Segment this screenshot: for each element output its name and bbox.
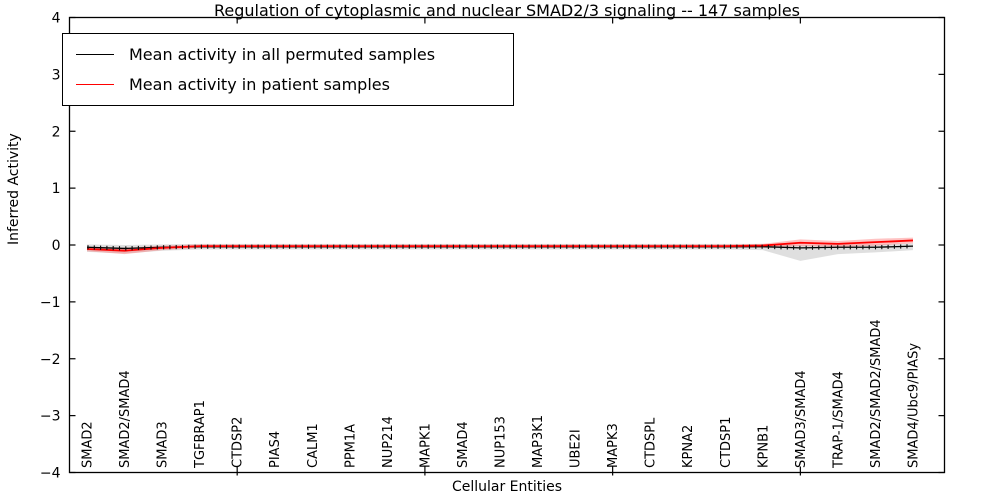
y-tick-label: −1 — [40, 295, 61, 311]
y-tick-label: −3 — [40, 409, 61, 425]
legend-label-permuted: Mean activity in all permuted samples — [129, 44, 436, 64]
x-category-label: MAPK1 — [418, 423, 433, 468]
y-tick-label: 1 — [52, 181, 61, 197]
y-tick-label: 4 — [52, 11, 61, 27]
x-category-label: PIAS4 — [268, 431, 283, 468]
x-category-label: CALM1 — [306, 423, 321, 468]
x-category-label: TRAP-1/SMAD4 — [831, 371, 846, 469]
x-category-label: NUP153 — [494, 416, 509, 468]
legend-item-permuted: Mean activity in all permuted samples — [63, 39, 513, 69]
x-category-label: SMAD3 — [156, 421, 171, 468]
permuted-line-swatch — [76, 53, 114, 55]
x-category-label: CTDSP1 — [719, 417, 734, 468]
y-tick-label: 3 — [52, 67, 61, 83]
plot-frame — [68, 16, 946, 474]
x-category-label: SMAD2/SMAD2/SMAD4 — [869, 319, 884, 468]
y-tick-label: 0 — [52, 238, 61, 254]
x-category-label: MAPK3 — [606, 423, 621, 468]
x-category-label: PPM1A — [343, 424, 358, 468]
legend: Mean activity in all permuted samples Me… — [62, 33, 514, 106]
x-category-label: SMAD4 — [456, 421, 471, 468]
chart-title: Regulation of cytoplasmic and nuclear SM… — [213, 1, 801, 20]
x-category-label: SMAD4/Ubc9/PIASy — [907, 343, 922, 468]
patient-line-swatch — [76, 83, 114, 85]
x-category-label: UBE2I — [569, 429, 584, 468]
y-tick-label: −4 — [40, 466, 61, 482]
x-category-label: NUP214 — [381, 416, 396, 468]
x-category-label: TGFBRAP1 — [193, 400, 208, 469]
legend-item-patient: Mean activity in patient samples — [63, 69, 513, 99]
legend-label-patient: Mean activity in patient samples — [129, 74, 390, 94]
patient-mean-line — [86, 239, 914, 252]
x-category-label: SMAD2 — [81, 421, 96, 468]
x-axis-title: Cellular Entities — [451, 479, 563, 495]
x-category-label: SMAD3/SMAD4 — [794, 370, 809, 468]
x-category-label: KPNA2 — [681, 425, 696, 468]
x-category-label: SMAD2/SMAD4 — [118, 370, 133, 468]
x-category-label: CTDSP2 — [231, 417, 246, 468]
permuted-samples-std-band — [87, 243, 913, 261]
x-category-label: CTDSPL — [644, 417, 659, 468]
x-category-label: KPNB1 — [756, 425, 771, 468]
y-tick-label: −2 — [40, 352, 61, 368]
y-tick-label: 2 — [52, 124, 61, 140]
x-category-label: MAP3K1 — [531, 415, 546, 468]
